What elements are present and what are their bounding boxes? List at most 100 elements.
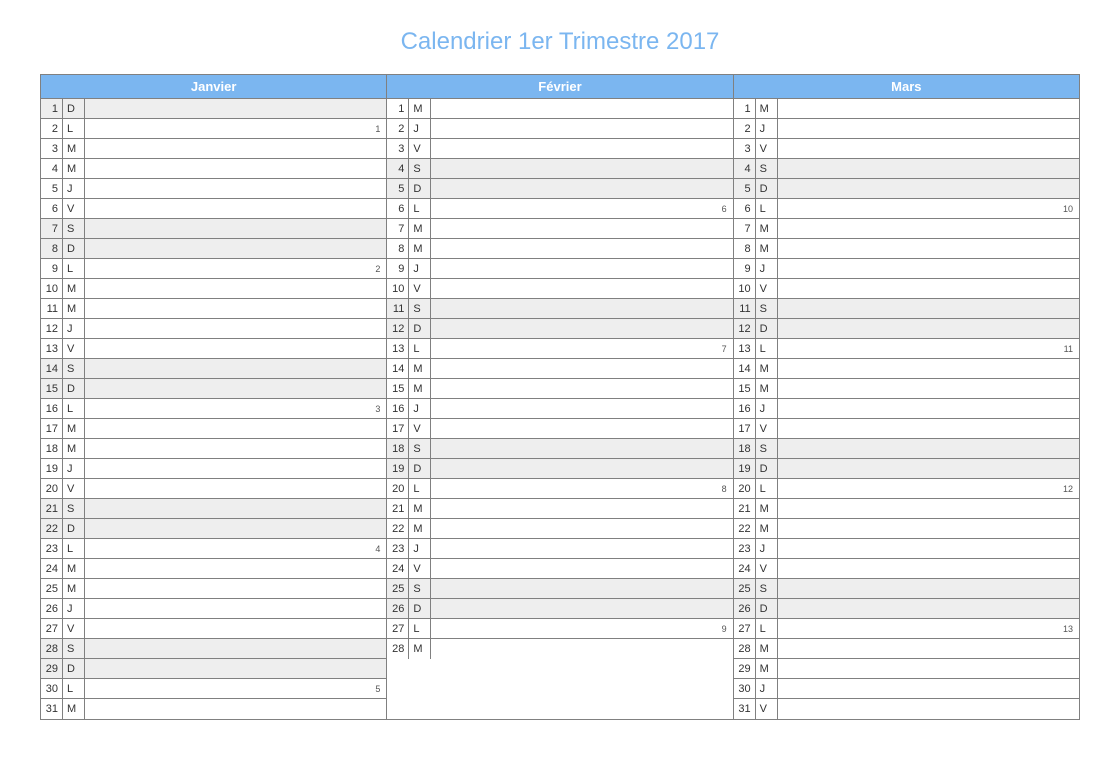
day-number: 9 — [387, 259, 409, 278]
day-number: 11 — [734, 299, 756, 318]
day-body — [431, 519, 732, 538]
day-of-week: L — [409, 479, 431, 498]
day-body — [778, 279, 1079, 298]
day-of-week: M — [756, 379, 778, 398]
day-of-week: J — [756, 539, 778, 558]
day-of-week: J — [63, 179, 85, 198]
day-row: 8D — [41, 239, 386, 259]
day-of-week: L — [63, 119, 85, 138]
day-number: 19 — [734, 459, 756, 478]
day-of-week: M — [63, 559, 85, 578]
day-number: 7 — [734, 219, 756, 238]
day-body — [778, 679, 1079, 698]
day-of-week: D — [756, 319, 778, 338]
day-body — [778, 359, 1079, 378]
day-body — [85, 419, 386, 438]
day-of-week: V — [756, 139, 778, 158]
day-row: 15D — [41, 379, 386, 399]
day-body: 3 — [85, 399, 386, 418]
day-row: 23L4 — [41, 539, 386, 559]
day-row: 13L7 — [387, 339, 732, 359]
day-row: 21M — [734, 499, 1079, 519]
day-number: 7 — [387, 219, 409, 238]
day-number: 30 — [41, 679, 63, 698]
calendar-wrapper: Calendrier 1er Trimestre 2017 Janvier1D2… — [0, 0, 1120, 740]
day-number: 2 — [41, 119, 63, 138]
day-of-week: D — [756, 459, 778, 478]
day-of-week: M — [63, 279, 85, 298]
day-body — [431, 559, 732, 578]
day-number: 22 — [734, 519, 756, 538]
day-row: 21S — [41, 499, 386, 519]
day-of-week: J — [756, 679, 778, 698]
month-column: Mars1M2J3V4S5D6L107M8M9J10V11S12D13L1114… — [734, 74, 1080, 720]
day-body — [431, 139, 732, 158]
day-body — [431, 219, 732, 238]
day-of-week: M — [409, 499, 431, 518]
day-number: 24 — [41, 559, 63, 578]
day-number: 30 — [734, 679, 756, 698]
day-body: 9 — [431, 619, 732, 638]
day-row: 11M — [41, 299, 386, 319]
day-of-week: L — [63, 259, 85, 278]
day-body — [85, 139, 386, 158]
day-row: 12D — [734, 319, 1079, 339]
day-row: 26D — [734, 599, 1079, 619]
day-of-week: M — [409, 219, 431, 238]
day-row: 21M — [387, 499, 732, 519]
day-of-week: M — [756, 639, 778, 658]
day-number: 15 — [41, 379, 63, 398]
day-body — [85, 579, 386, 598]
day-number: 12 — [41, 319, 63, 338]
day-body — [431, 439, 732, 458]
day-of-week: J — [409, 539, 431, 558]
day-body — [778, 559, 1079, 578]
day-row: 1M — [734, 99, 1079, 119]
day-number: 8 — [41, 239, 63, 258]
day-of-week: S — [409, 439, 431, 458]
day-of-week: V — [409, 139, 431, 158]
day-of-week: V — [409, 559, 431, 578]
day-number: 22 — [387, 519, 409, 538]
day-of-week: M — [63, 579, 85, 598]
day-body — [431, 279, 732, 298]
day-body — [778, 99, 1079, 118]
day-row: 26D — [387, 599, 732, 619]
day-number: 16 — [41, 399, 63, 418]
day-body — [431, 399, 732, 418]
day-of-week: M — [63, 299, 85, 318]
day-of-week: M — [756, 659, 778, 678]
day-number: 17 — [734, 419, 756, 438]
day-row: 4M — [41, 159, 386, 179]
day-number: 5 — [41, 179, 63, 198]
day-number: 27 — [387, 619, 409, 638]
day-row: 6L6 — [387, 199, 732, 219]
day-row: 13V — [41, 339, 386, 359]
day-row: 14M — [387, 359, 732, 379]
day-body — [85, 239, 386, 258]
day-of-week: D — [63, 239, 85, 258]
day-of-week: V — [63, 339, 85, 358]
day-body — [85, 339, 386, 358]
day-body: 11 — [778, 339, 1079, 358]
day-number: 3 — [387, 139, 409, 158]
day-number: 24 — [734, 559, 756, 578]
day-row: 2J — [387, 119, 732, 139]
day-number: 20 — [41, 479, 63, 498]
day-row: 3V — [387, 139, 732, 159]
day-number: 22 — [41, 519, 63, 538]
month-header: Janvier — [41, 75, 386, 99]
day-number: 10 — [387, 279, 409, 298]
day-row: 14S — [41, 359, 386, 379]
day-of-week: M — [409, 379, 431, 398]
day-of-week: D — [409, 319, 431, 338]
day-number: 19 — [41, 459, 63, 478]
day-number: 28 — [41, 639, 63, 658]
day-body — [778, 119, 1079, 138]
day-row: 18S — [734, 439, 1079, 459]
day-number: 11 — [41, 299, 63, 318]
month-column: Janvier1D2L13M4M5J6V7S8D9L210M11M12J13V1… — [40, 74, 387, 720]
day-row: 3M — [41, 139, 386, 159]
day-of-week: M — [756, 519, 778, 538]
day-body — [778, 579, 1079, 598]
